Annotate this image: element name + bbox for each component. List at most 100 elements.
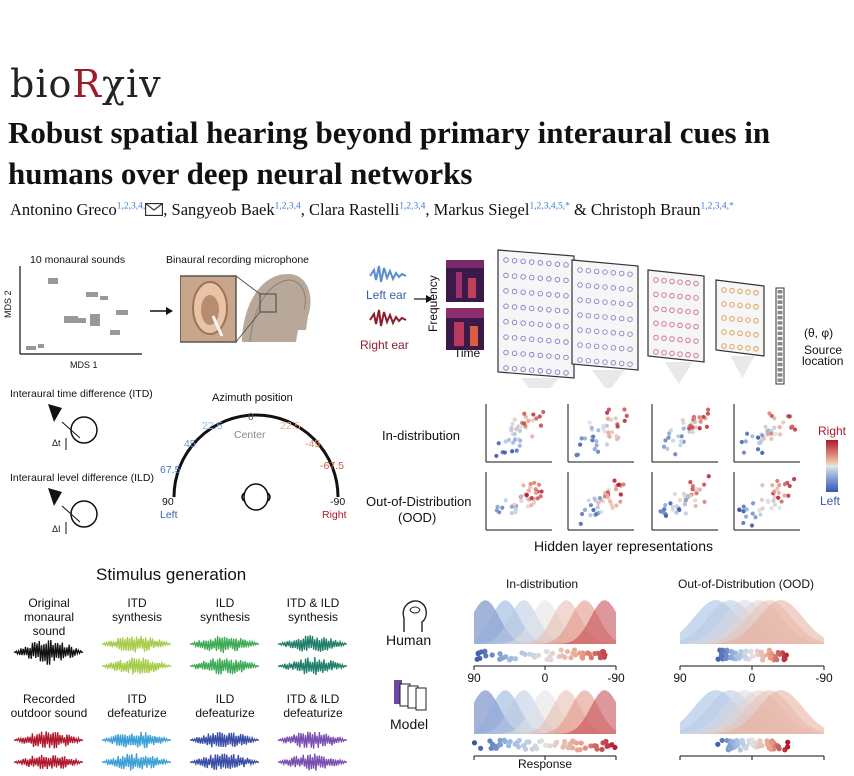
scatter-point <box>777 425 782 430</box>
cnn-unit <box>627 346 633 352</box>
scatter-point <box>765 498 770 503</box>
scatter-point <box>693 419 698 425</box>
waveform-trace <box>189 658 260 675</box>
stimulus-label: ITD & ILD synthesis <box>270 596 356 624</box>
scatter-point <box>756 435 761 440</box>
cnn-unit <box>577 357 583 363</box>
scatter-point <box>604 423 609 428</box>
cnn-unit <box>546 368 552 375</box>
waveforms-ears <box>369 265 407 327</box>
cnn-unit <box>554 276 561 283</box>
delta-t-label: Δt <box>52 438 61 448</box>
cnn-unit <box>653 349 659 355</box>
scatter-point <box>512 417 517 422</box>
response-dot <box>727 654 734 661</box>
cnn-unit <box>593 268 600 275</box>
response-dot <box>570 738 577 745</box>
resp-ood-title: Out-of-Distribution (OOD) <box>678 577 815 591</box>
response-dot <box>747 649 754 655</box>
cnn-unit <box>503 349 509 356</box>
arrow-icon <box>150 307 173 315</box>
cnn-unit <box>661 277 667 284</box>
scatter-point <box>602 429 607 434</box>
response-dot <box>507 738 513 745</box>
author-name: Clara Rastelli <box>309 200 400 219</box>
scatter-point <box>755 447 761 452</box>
scatter-point <box>787 414 792 419</box>
response-dot <box>519 650 525 656</box>
cnn-unit <box>554 323 561 329</box>
mds-scatter <box>19 266 142 355</box>
stimulus-label-line1: ITD <box>127 596 147 610</box>
resp-in-title: In-distribution <box>506 577 579 591</box>
cnn-unit <box>627 286 633 292</box>
author-name: Sangyeob Baek <box>171 200 275 219</box>
cnn-unit <box>503 303 509 310</box>
cnn-unit <box>677 293 683 300</box>
cnn-unit <box>554 369 561 375</box>
output-unit <box>777 368 783 372</box>
scatter-point <box>614 434 619 439</box>
logo-accent: R <box>72 62 102 106</box>
scatter-point <box>670 505 675 510</box>
scatter-point <box>706 407 711 412</box>
cnn-unit <box>537 306 544 312</box>
cnn-unit <box>528 305 535 312</box>
response-dot <box>752 740 759 746</box>
scatter-point <box>518 425 523 430</box>
scatter-point <box>665 446 670 451</box>
scatter-point <box>693 503 698 509</box>
scatter-point <box>690 425 695 430</box>
response-dot <box>743 744 749 750</box>
biorxiv-logo: bioRχiv <box>10 62 162 106</box>
response-density <box>474 600 616 644</box>
scatter-point <box>737 507 742 513</box>
stimulus-label-line1: ILD <box>215 596 235 610</box>
cnn-unit <box>618 270 625 277</box>
mds-point <box>38 344 44 348</box>
scatter-point <box>778 432 783 437</box>
response-dot <box>526 739 532 745</box>
response-dot <box>538 738 545 744</box>
cbar-left-label: Left <box>820 494 841 508</box>
cnn-unit <box>528 367 535 373</box>
scatter-point <box>579 511 585 517</box>
cnn-unit <box>677 322 683 329</box>
cnn-unit <box>511 257 518 264</box>
itd-label: Interaural time difference (ITD) <box>10 388 153 400</box>
cnn-unit <box>554 307 561 314</box>
scatter-point <box>522 411 527 416</box>
cnn-layer <box>715 279 765 378</box>
left-ear-label: Left ear <box>366 288 407 302</box>
stimulus-label-line1: ITD <box>127 692 147 706</box>
scatter-point <box>743 439 748 444</box>
mail-icon[interactable] <box>145 201 164 221</box>
response-dot <box>497 737 503 743</box>
cnn-unit <box>554 261 561 267</box>
scatter-point <box>594 439 599 444</box>
output-unit <box>777 326 783 330</box>
response-xlabel: Response <box>518 757 573 771</box>
scatter-point <box>519 494 524 499</box>
cnn-unit <box>577 267 583 273</box>
scatter-point <box>596 500 601 506</box>
response-dot <box>612 744 618 751</box>
scatter-point <box>777 482 782 488</box>
response-dot <box>758 649 764 655</box>
response-dot <box>597 655 603 661</box>
response-dot <box>586 651 592 657</box>
response-dot <box>768 740 775 746</box>
response-plots: 90 0 -90 90 0 -90 90 0 -90 90 0 -90 <box>467 600 833 762</box>
cnn-layers <box>497 249 785 388</box>
scatter-point <box>744 507 749 512</box>
location-label: location <box>802 354 844 368</box>
scatter-point <box>688 480 693 485</box>
output-unit <box>777 347 783 351</box>
scatter-point <box>529 503 534 508</box>
scatter-point <box>673 452 678 457</box>
cnn-unit <box>602 299 608 305</box>
cnn-unit <box>546 337 552 344</box>
cnn-unit <box>537 260 544 266</box>
stimulus-label: Original monaural sound <box>6 596 92 638</box>
scatter-point <box>776 495 781 500</box>
